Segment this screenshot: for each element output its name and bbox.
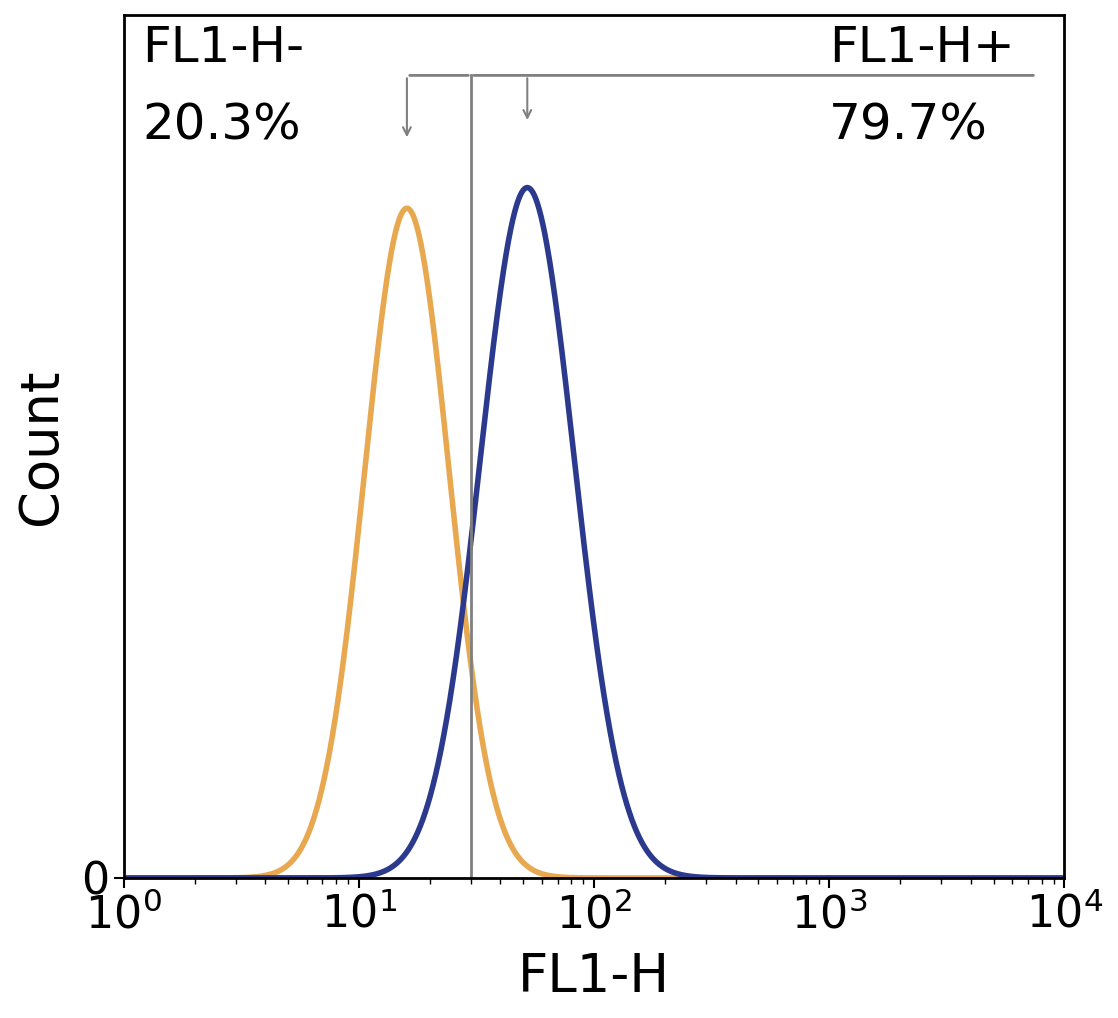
X-axis label: FL1-H: FL1-H	[518, 951, 670, 1003]
Text: FL1-H-: FL1-H-	[142, 23, 305, 71]
Y-axis label: Count: Count	[15, 369, 67, 524]
Text: 79.7%: 79.7%	[830, 102, 988, 150]
Text: 20.3%: 20.3%	[142, 102, 301, 150]
Text: FL1-H+: FL1-H+	[830, 23, 1015, 71]
